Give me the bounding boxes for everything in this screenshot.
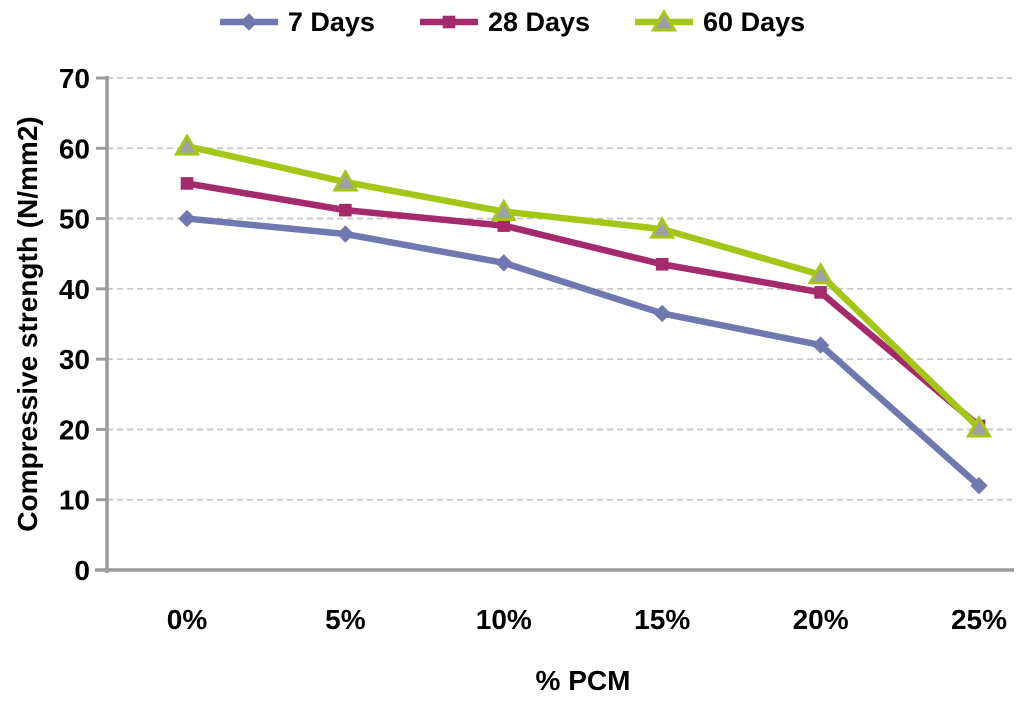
series-line <box>183 142 983 432</box>
square-marker-icon <box>655 257 669 271</box>
legend-item-7-days: 7 Days <box>219 8 375 36</box>
diamond-marker-icon <box>970 476 988 495</box>
legend-key <box>635 9 694 32</box>
diamond-marker-icon <box>811 336 830 354</box>
legend-label: 28 Days <box>487 6 591 37</box>
x-tick-label-5%: 5% <box>325 604 366 635</box>
x-tick-label-10%: 10% <box>476 604 532 635</box>
y-axis-title: Compressive strength (N/mm2) <box>12 116 43 532</box>
y-tick-label-10: 10 <box>59 485 90 516</box>
triangle-marker-icon <box>332 169 359 192</box>
triangle-marker-icon <box>490 198 517 222</box>
triangle-marker-icon <box>173 133 201 156</box>
diamond-marker-icon <box>240 13 258 31</box>
square-marker-icon <box>339 203 352 217</box>
x-tick-label-20%: 20% <box>793 604 849 635</box>
legend-key <box>419 15 478 29</box>
series-28-days <box>180 177 986 433</box>
legend-label: 7 Days <box>287 6 375 37</box>
legend-label: 60 Days <box>703 6 806 37</box>
legend-item-28-days: 28 Days <box>419 8 590 36</box>
triangle-marker-icon <box>965 415 993 438</box>
x-tick-label-15%: 15% <box>634 604 690 635</box>
series-60-days <box>173 133 993 438</box>
square-marker-icon <box>814 286 827 299</box>
chart-legend: 7 Days 28 Days 60 Days <box>0 8 1024 36</box>
triangle-marker-icon <box>649 216 676 239</box>
y-tick-label-30: 30 <box>59 344 90 375</box>
y-tick-label-50: 50 <box>59 204 90 235</box>
x-axis-title: % PCM <box>535 665 631 696</box>
y-tick-label-70: 70 <box>59 63 90 94</box>
diamond-marker-icon <box>653 304 671 323</box>
y-tick-label-0: 0 <box>74 555 90 586</box>
y-tick-label-20: 20 <box>59 414 90 445</box>
triangle-marker-icon <box>807 261 834 285</box>
x-tick-label-25%: 25% <box>951 604 1007 635</box>
series-line <box>183 215 983 489</box>
diamond-marker-icon <box>336 225 355 243</box>
square-marker-icon <box>497 219 511 232</box>
diamond-marker-icon <box>495 254 513 272</box>
square-marker-icon <box>180 177 194 190</box>
y-tick-label-40: 40 <box>59 274 90 305</box>
y-tick-label-60: 60 <box>59 133 90 164</box>
diamond-marker-icon <box>178 209 196 228</box>
square-marker-icon <box>442 15 456 29</box>
x-tick-label-0%: 0% <box>167 604 208 635</box>
legend-item-60-days: 60 Days <box>634 8 805 36</box>
triangle-marker-icon <box>650 9 678 32</box>
series-7-days <box>178 209 988 495</box>
series-line <box>183 180 983 430</box>
legend-key <box>219 13 278 31</box>
